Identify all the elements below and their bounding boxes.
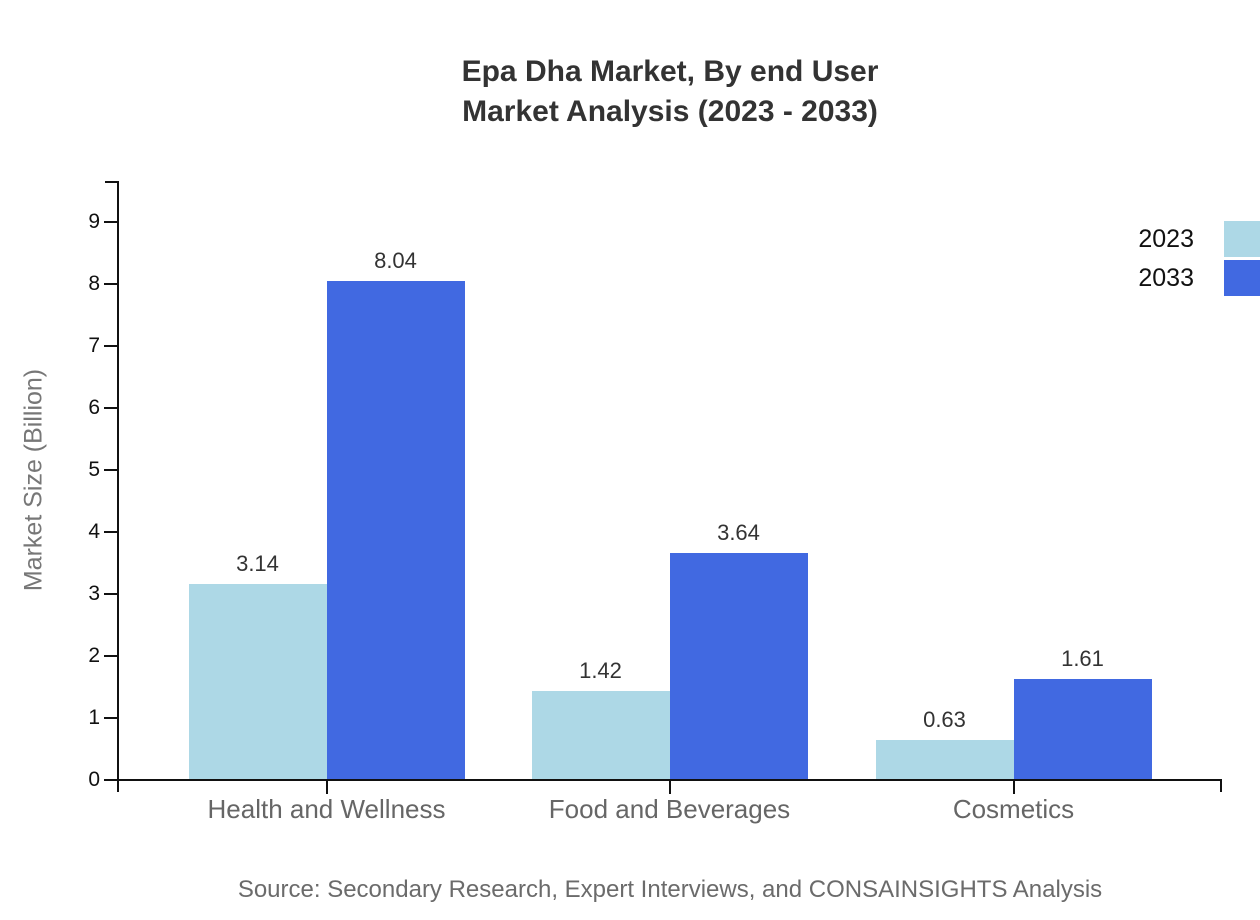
y-tick-3 [104,593,117,595]
chart-title: Epa Dha Market, By end User Market Analy… [118,52,1222,132]
category-label-cosmetics: Cosmetics [952,794,1075,824]
source-note: Source: Secondary Research, Expert Inter… [237,876,1103,903]
y-tick-9 [104,221,117,223]
legend-label-2023: 2023 [1138,224,1194,253]
legend-item-2033: 2033 [1138,260,1260,296]
y-tick-label-6: 6 [88,396,100,419]
x-tick-health-and-wellness [325,781,328,794]
bar-2033-food-and-beverages [669,553,808,779]
y-tick-5 [104,469,117,471]
bar-2033-health-and-wellness [326,281,465,779]
y-tick-2 [104,655,117,657]
y-tick-8 [104,283,117,285]
bar-2023-health-and-wellness [188,584,327,779]
y-tick-label-1: 1 [88,706,100,729]
legend: 2023 2033 [1138,221,1260,296]
y-tick-label-3: 3 [88,582,100,605]
y-tick-label-7: 7 [88,334,100,357]
legend-item-2023: 2023 [1138,221,1260,257]
bar-value-2033-cosmetics: 1.61 [1061,646,1104,671]
y-tick-4 [104,531,117,533]
y-tick-7 [104,345,117,347]
bar-value-2023-health-and-wellness: 3.14 [236,551,279,576]
bar-value-2033-health-and-wellness: 8.04 [374,248,417,273]
bar-2033-cosmetics [1013,679,1152,779]
x-axis-end-tick [1220,779,1222,792]
y-tick-label-9: 9 [88,210,100,233]
y-tick-0 [104,779,117,781]
chart-title-line-1: Epa Dha Market, By end User [461,55,879,88]
y-tick-label-5: 5 [88,458,100,481]
y-tick-6 [104,407,117,409]
y-tick-1 [104,717,117,719]
x-tick-food-and-beverages [668,781,671,794]
bar-value-2033-food-and-beverages: 3.64 [717,520,760,545]
y-tick-label-8: 8 [88,272,100,295]
y-axis-line [117,181,119,792]
legend-label-2033: 2033 [1138,263,1194,292]
x-tick-cosmetics [1012,781,1015,794]
legend-swatch-2033 [1224,260,1260,296]
bar-2023-cosmetics [875,740,1014,779]
y-axis-top-cap-tick [105,181,117,183]
category-label-health-and-wellness: Health and Wellness [207,794,446,824]
category-label-food-and-beverages: Food and Beverages [548,794,791,824]
legend-swatch-2023 [1224,221,1260,257]
x-axis-line [117,779,1222,781]
y-tick-label-0: 0 [88,768,100,791]
y-tick-label-2: 2 [88,644,100,667]
chart-title-line-2: Market Analysis (2023 - 2033) [462,95,878,128]
bar-value-2023-cosmetics: 0.63 [923,707,966,732]
y-tick-label-4: 4 [88,520,100,543]
bar-2023-food-and-beverages [531,691,670,779]
bar-value-2023-food-and-beverages: 1.42 [579,658,622,683]
